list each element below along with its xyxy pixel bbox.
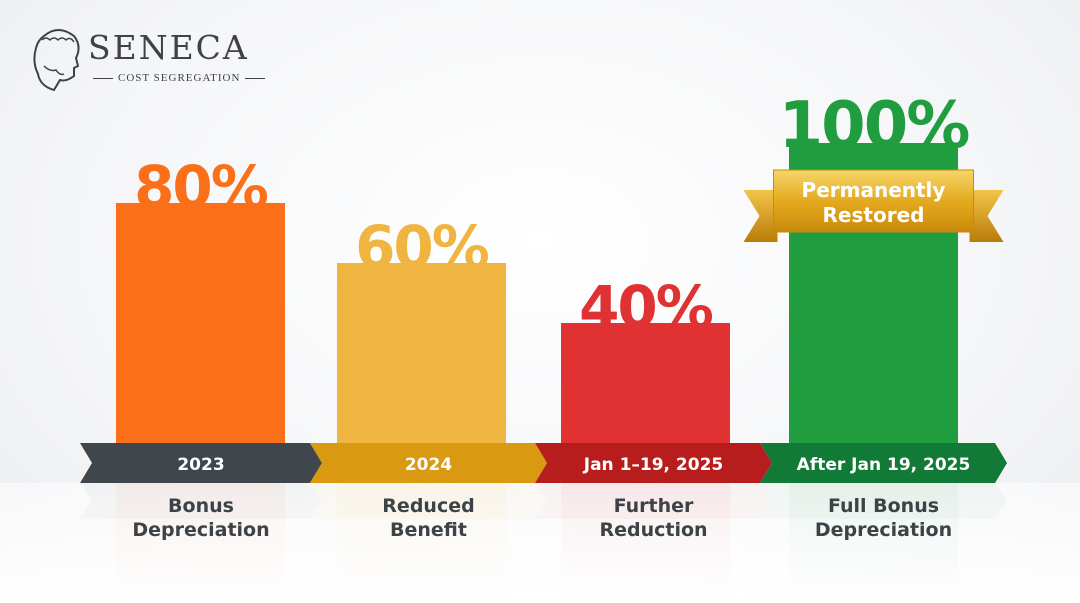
category-description: Depreciation <box>132 519 269 541</box>
category-description: Depreciation <box>815 519 952 541</box>
category-description: Further <box>614 495 694 517</box>
bar <box>337 263 506 443</box>
category-description: Full Bonus <box>828 495 939 517</box>
reflection-fade <box>0 483 1080 603</box>
category-label: After Jan 19, 2025 <box>797 455 971 475</box>
ribbon-tail-left <box>743 190 778 242</box>
logo-tagline: COST SEGREGATION <box>88 72 270 85</box>
category-description: Benefit <box>390 519 467 541</box>
category-band <box>535 443 772 483</box>
category-label: 2023 <box>177 455 224 475</box>
logo-name: SENECA <box>88 28 249 67</box>
category-label: Jan 1–19, 2025 <box>583 455 724 475</box>
category-band <box>80 443 322 483</box>
category-description: Bonus <box>168 495 234 517</box>
data-label: 40% <box>579 273 713 341</box>
logo: SENECA COST SEGREGATION <box>30 26 270 96</box>
category-description: Reduced <box>382 495 474 517</box>
bar <box>116 203 285 443</box>
ribbon-text: Restored <box>823 203 925 227</box>
category-description: Reduction <box>599 519 707 541</box>
category-band <box>760 443 1007 483</box>
data-label: 80% <box>134 153 268 221</box>
category-band <box>310 443 547 483</box>
ribbon-text: Permanently <box>802 178 946 202</box>
ribbon-banner <box>773 169 974 233</box>
category-label: 2024 <box>405 455 452 475</box>
philosopher-head-icon <box>33 29 80 92</box>
data-label: 60% <box>355 213 489 281</box>
ribbon-tail-right <box>969 190 1004 242</box>
bar <box>561 323 730 443</box>
data-label: 100% <box>779 89 970 163</box>
